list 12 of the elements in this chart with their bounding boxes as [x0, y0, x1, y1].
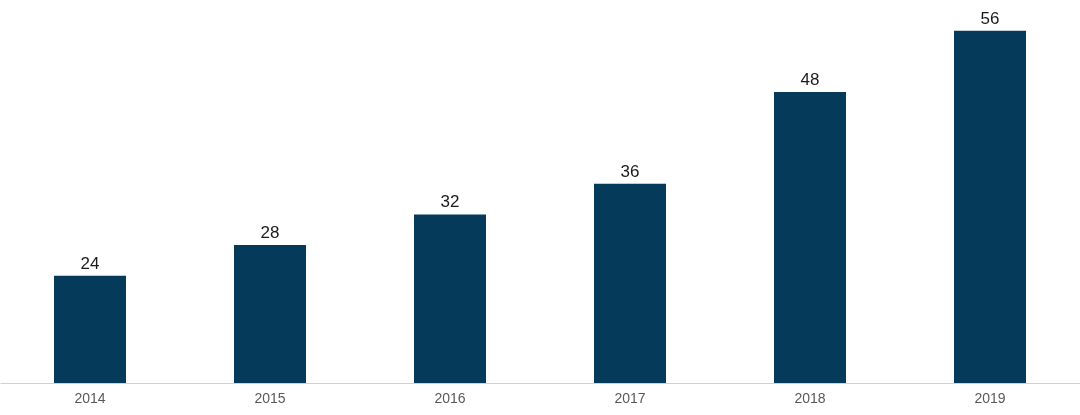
x-tick-label: 2014 [74, 389, 106, 406]
x-tick-label: 2019 [974, 389, 1006, 406]
data-label: 24 [80, 253, 100, 273]
data-label: 28 [260, 223, 280, 243]
data-label: 48 [800, 69, 820, 89]
x-tick-label: 2018 [794, 389, 826, 406]
data-label: 56 [980, 8, 1000, 28]
data-label: 36 [620, 161, 640, 181]
x-tick-label: 2015 [254, 389, 286, 406]
x-tick-label: 2016 [434, 389, 466, 406]
data-label: 32 [440, 192, 460, 212]
x-tick-label: 2017 [614, 389, 646, 406]
